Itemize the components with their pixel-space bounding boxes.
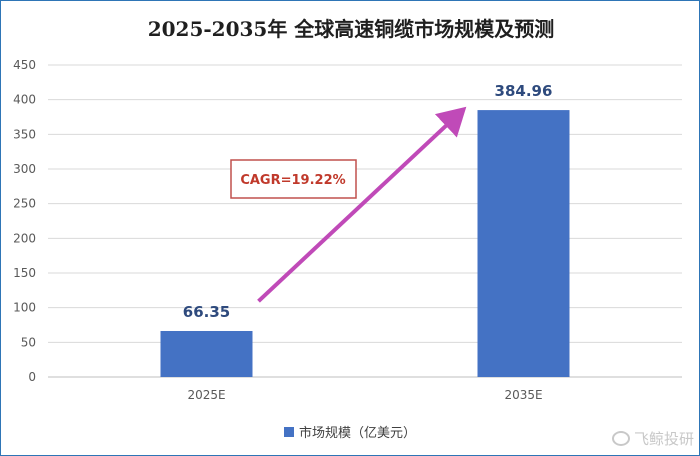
y-tick-label: 450: [13, 58, 36, 72]
legend-label: 市场规模（亿美元）: [298, 426, 416, 441]
data-label: 66.35: [183, 303, 230, 321]
growth-arrow: [257, 106, 467, 303]
chart-title: 2025-2035年 全球高速铜缆市场规模及预测: [147, 17, 555, 41]
y-tick-label: 300: [13, 162, 36, 176]
x-tick-label: 2035E: [504, 388, 542, 402]
legend-swatch: [283, 426, 294, 437]
y-tick-label: 0: [28, 370, 36, 384]
y-tick-label: 200: [13, 231, 36, 245]
watermark-text: 飞鲸投研: [633, 430, 694, 448]
y-tick-label: 100: [13, 301, 36, 315]
chart-legend: 市场规模（亿美元）: [0, 422, 700, 441]
y-tick-label: 400: [13, 93, 36, 107]
cagr-label: CAGR=19.22%: [240, 173, 345, 188]
watermark: 飞鲸投研: [611, 428, 694, 449]
weibo-icon: [611, 431, 630, 446]
data-label: 384.96: [495, 82, 553, 100]
cagr-box: [230, 159, 357, 199]
bar: [477, 110, 570, 378]
x-tick-label: 2025E: [187, 388, 225, 402]
y-tick-label: 350: [13, 127, 36, 141]
bar: [160, 330, 253, 377]
y-tick-label: 50: [21, 335, 36, 349]
y-tick-label: 150: [13, 266, 36, 280]
y-tick-label: 250: [13, 197, 36, 211]
